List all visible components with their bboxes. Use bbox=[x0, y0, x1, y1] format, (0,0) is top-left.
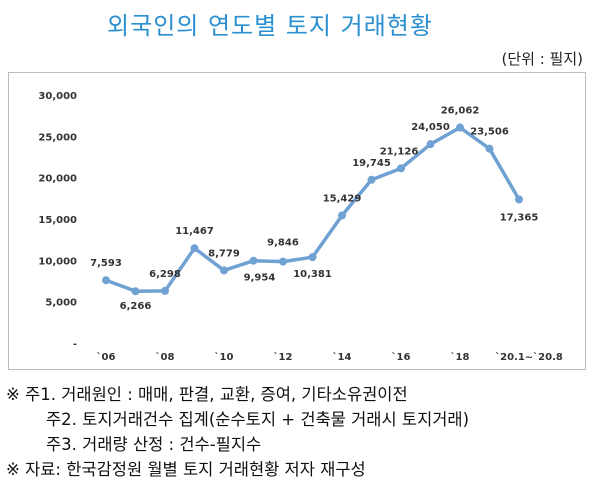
note-2: 주2. 토지거래건수 집계(순수토지 + 건축물 거래시 토지거래) bbox=[46, 410, 470, 429]
data-label: 9,954 bbox=[244, 273, 276, 284]
data-point bbox=[515, 195, 523, 204]
data-label: 24,050 bbox=[411, 122, 450, 133]
data-point bbox=[161, 286, 169, 295]
note-3: 주3. 거래량 산정 : 건수-필지수 bbox=[46, 435, 262, 454]
data-label: 23,506 bbox=[470, 127, 509, 138]
data-label: 19,745 bbox=[352, 158, 391, 169]
data-label: 17,365 bbox=[500, 212, 539, 223]
data-point bbox=[338, 211, 346, 220]
data-point bbox=[485, 144, 494, 153]
x-tick-label: `06 bbox=[97, 351, 116, 363]
unit-label: (단위 : 필지) bbox=[501, 50, 584, 68]
chart-container: - 5,000 10,000 15,000 20,000 25,000 30,000 `06 `… bbox=[8, 72, 586, 370]
x-tick-label: `14 bbox=[333, 351, 352, 363]
y-tick-label: 30,000 bbox=[38, 91, 77, 102]
data-label: 26,062 bbox=[441, 106, 480, 117]
data-point bbox=[456, 123, 464, 132]
page-title: 외국인의 연도별 토지 거래현황 bbox=[107, 12, 433, 40]
footnotes: ※ 주1. 거래원인 : 매매, 판결, 교환, 증여, 기타소유권이전 주2.… bbox=[6, 382, 591, 482]
y-tick-label: 5,000 bbox=[45, 298, 77, 309]
y-tick-label: 10,000 bbox=[38, 256, 77, 267]
line-chart: - 5,000 10,000 15,000 20,000 25,000 30,000 `06 `… bbox=[38, 91, 563, 363]
data-label: 8,779 bbox=[208, 248, 240, 259]
data-point bbox=[308, 253, 317, 262]
data-point bbox=[279, 257, 287, 266]
x-tick-label: `10 bbox=[215, 351, 234, 363]
data-point bbox=[190, 244, 199, 253]
data-label: 6,266 bbox=[120, 301, 152, 312]
note-source: ※ 자료: 한국감정원 월별 토지 거래현황 저자 재구성 bbox=[6, 460, 366, 479]
data-point bbox=[249, 256, 258, 265]
data-label: 21,126 bbox=[380, 146, 419, 157]
data-label: 6,298 bbox=[149, 269, 181, 280]
series-line bbox=[104, 125, 521, 293]
data-point bbox=[367, 175, 376, 184]
data-point bbox=[102, 276, 110, 285]
data-label: 7,593 bbox=[90, 258, 122, 269]
data-point bbox=[131, 287, 140, 296]
x-tick-label: `18 bbox=[451, 351, 470, 363]
y-tick-label: 25,000 bbox=[38, 132, 77, 143]
data-point bbox=[397, 164, 405, 173]
data-label: 10,381 bbox=[293, 269, 332, 280]
data-label: 9,846 bbox=[267, 238, 299, 249]
note-1: ※ 주1. 거래원인 : 매매, 판결, 교환, 증여, 기타소유권이전 bbox=[6, 385, 408, 404]
y-tick-label: 15,000 bbox=[38, 215, 77, 226]
data-label: 15,429 bbox=[323, 193, 362, 204]
x-tick-label: `08 bbox=[156, 351, 175, 363]
data-point bbox=[426, 140, 435, 149]
x-tick-label: `20.1~`20.8 bbox=[495, 351, 563, 363]
data-label: 11,467 bbox=[175, 226, 214, 237]
y-tick-label: - bbox=[73, 339, 77, 350]
x-tick-label: `16 bbox=[392, 351, 411, 363]
data-point bbox=[220, 266, 228, 275]
x-tick-label: `12 bbox=[274, 351, 293, 363]
y-tick-label: 20,000 bbox=[38, 174, 77, 185]
